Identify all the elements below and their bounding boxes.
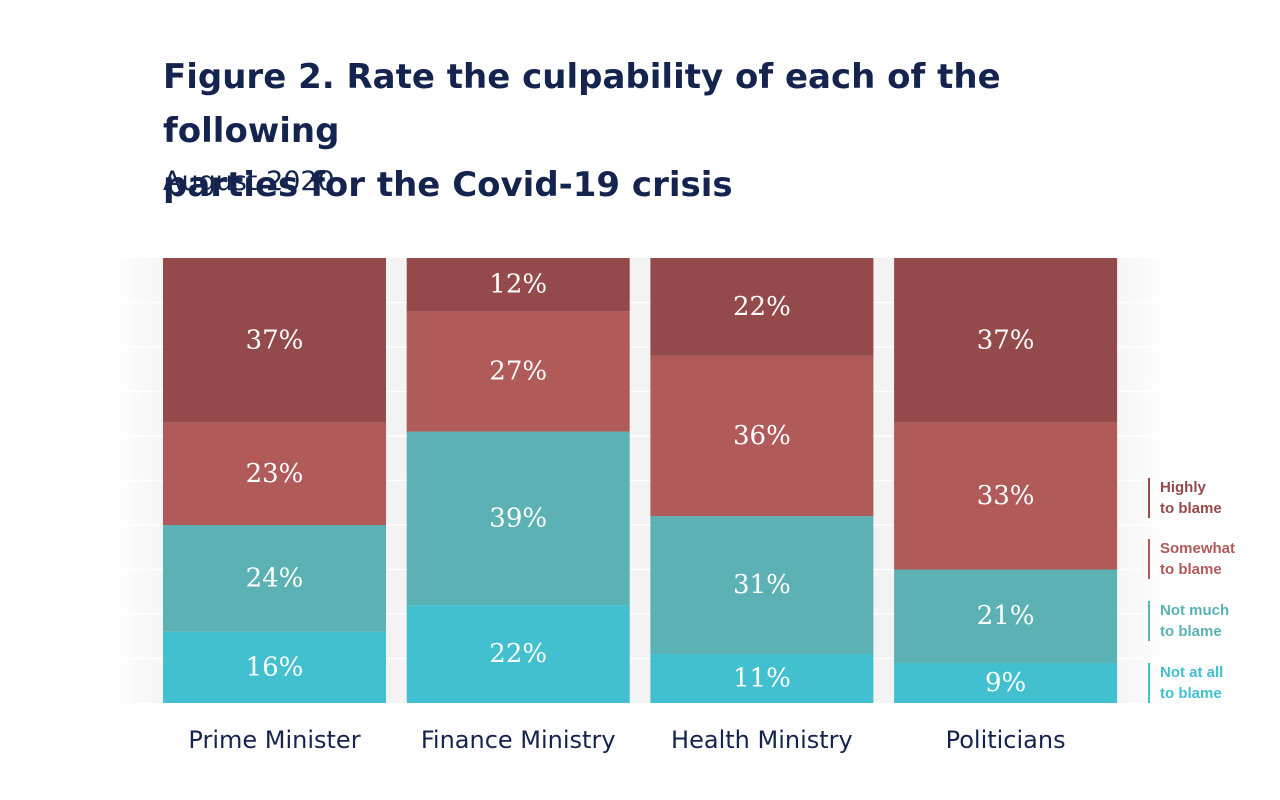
- bar-segment: [650, 258, 874, 356]
- segment-value-label: 9%: [985, 668, 1026, 698]
- category-label: Prime Minister: [188, 726, 360, 754]
- bar-segment: [894, 569, 1118, 663]
- segment-value-label: 27%: [489, 356, 547, 386]
- legend-label: Highly: [1160, 479, 1206, 496]
- bar-segment: [650, 654, 874, 703]
- legend-label: to blame: [1160, 561, 1222, 578]
- data-labels: 16% 24% 23% 37% 22% 39% 27% 12% 11% 31% 36% 22% 9% 21…: [246, 270, 1035, 698]
- chart-subtitle: August 2020: [163, 166, 335, 197]
- bar-segment: [163, 258, 386, 423]
- legend-label: to blame: [1160, 623, 1222, 640]
- segment-value-label: 37%: [246, 325, 304, 355]
- legend-label: Somewhat: [1160, 540, 1235, 557]
- segment-value-label: 33%: [977, 481, 1035, 511]
- legend-label: Not much: [1160, 602, 1229, 619]
- bar-segment: [894, 662, 1118, 703]
- segment-value-label: 24%: [246, 563, 304, 593]
- category-labels: Prime Minister Finance Ministry Health Min…: [188, 726, 1065, 754]
- bar-segment: [406, 605, 630, 703]
- bar-segment: [650, 516, 874, 655]
- bar-segment: [406, 258, 630, 312]
- bars: [163, 258, 1118, 703]
- bar-segment: [163, 525, 386, 632]
- bar-segment: [894, 422, 1118, 570]
- legend-label: to blame: [1160, 685, 1222, 702]
- segment-value-label: 31%: [733, 570, 791, 600]
- segment-value-label: 12%: [489, 270, 547, 300]
- segment-value-label: 36%: [733, 421, 791, 451]
- segment-value-label: 39%: [489, 503, 547, 533]
- bar-segment: [406, 311, 630, 432]
- segment-value-label: 11%: [733, 664, 791, 694]
- bar-segment: [894, 258, 1118, 423]
- category-label: Health Ministry: [671, 726, 853, 754]
- chart-title-line-1: Figure 2. Rate the culpability of each o…: [163, 57, 1001, 151]
- category-label: Finance Ministry: [421, 726, 616, 754]
- segment-value-label: 23%: [246, 459, 304, 489]
- segment-value-label: 16%: [246, 652, 304, 682]
- category-label: Politicians: [946, 726, 1066, 754]
- segment-value-label: 22%: [489, 639, 547, 669]
- bar-segment: [163, 631, 386, 703]
- legend-label: Not at all: [1160, 664, 1223, 681]
- bar-segment: [650, 355, 874, 517]
- bar-segment: [163, 422, 386, 525]
- legend-label: to blame: [1160, 500, 1222, 517]
- bar-segment: [406, 431, 630, 606]
- chart-title: Figure 2. Rate the culpability of each o…: [163, 50, 1163, 212]
- legend: Not at all to blame Not much to blame Somewh…: [1148, 478, 1235, 703]
- segment-value-label: 22%: [733, 292, 791, 322]
- segment-value-label: 21%: [977, 601, 1035, 631]
- segment-value-label: 37%: [977, 325, 1035, 355]
- chart-title-line-2: parties for the Covid-19 crisis: [163, 165, 733, 205]
